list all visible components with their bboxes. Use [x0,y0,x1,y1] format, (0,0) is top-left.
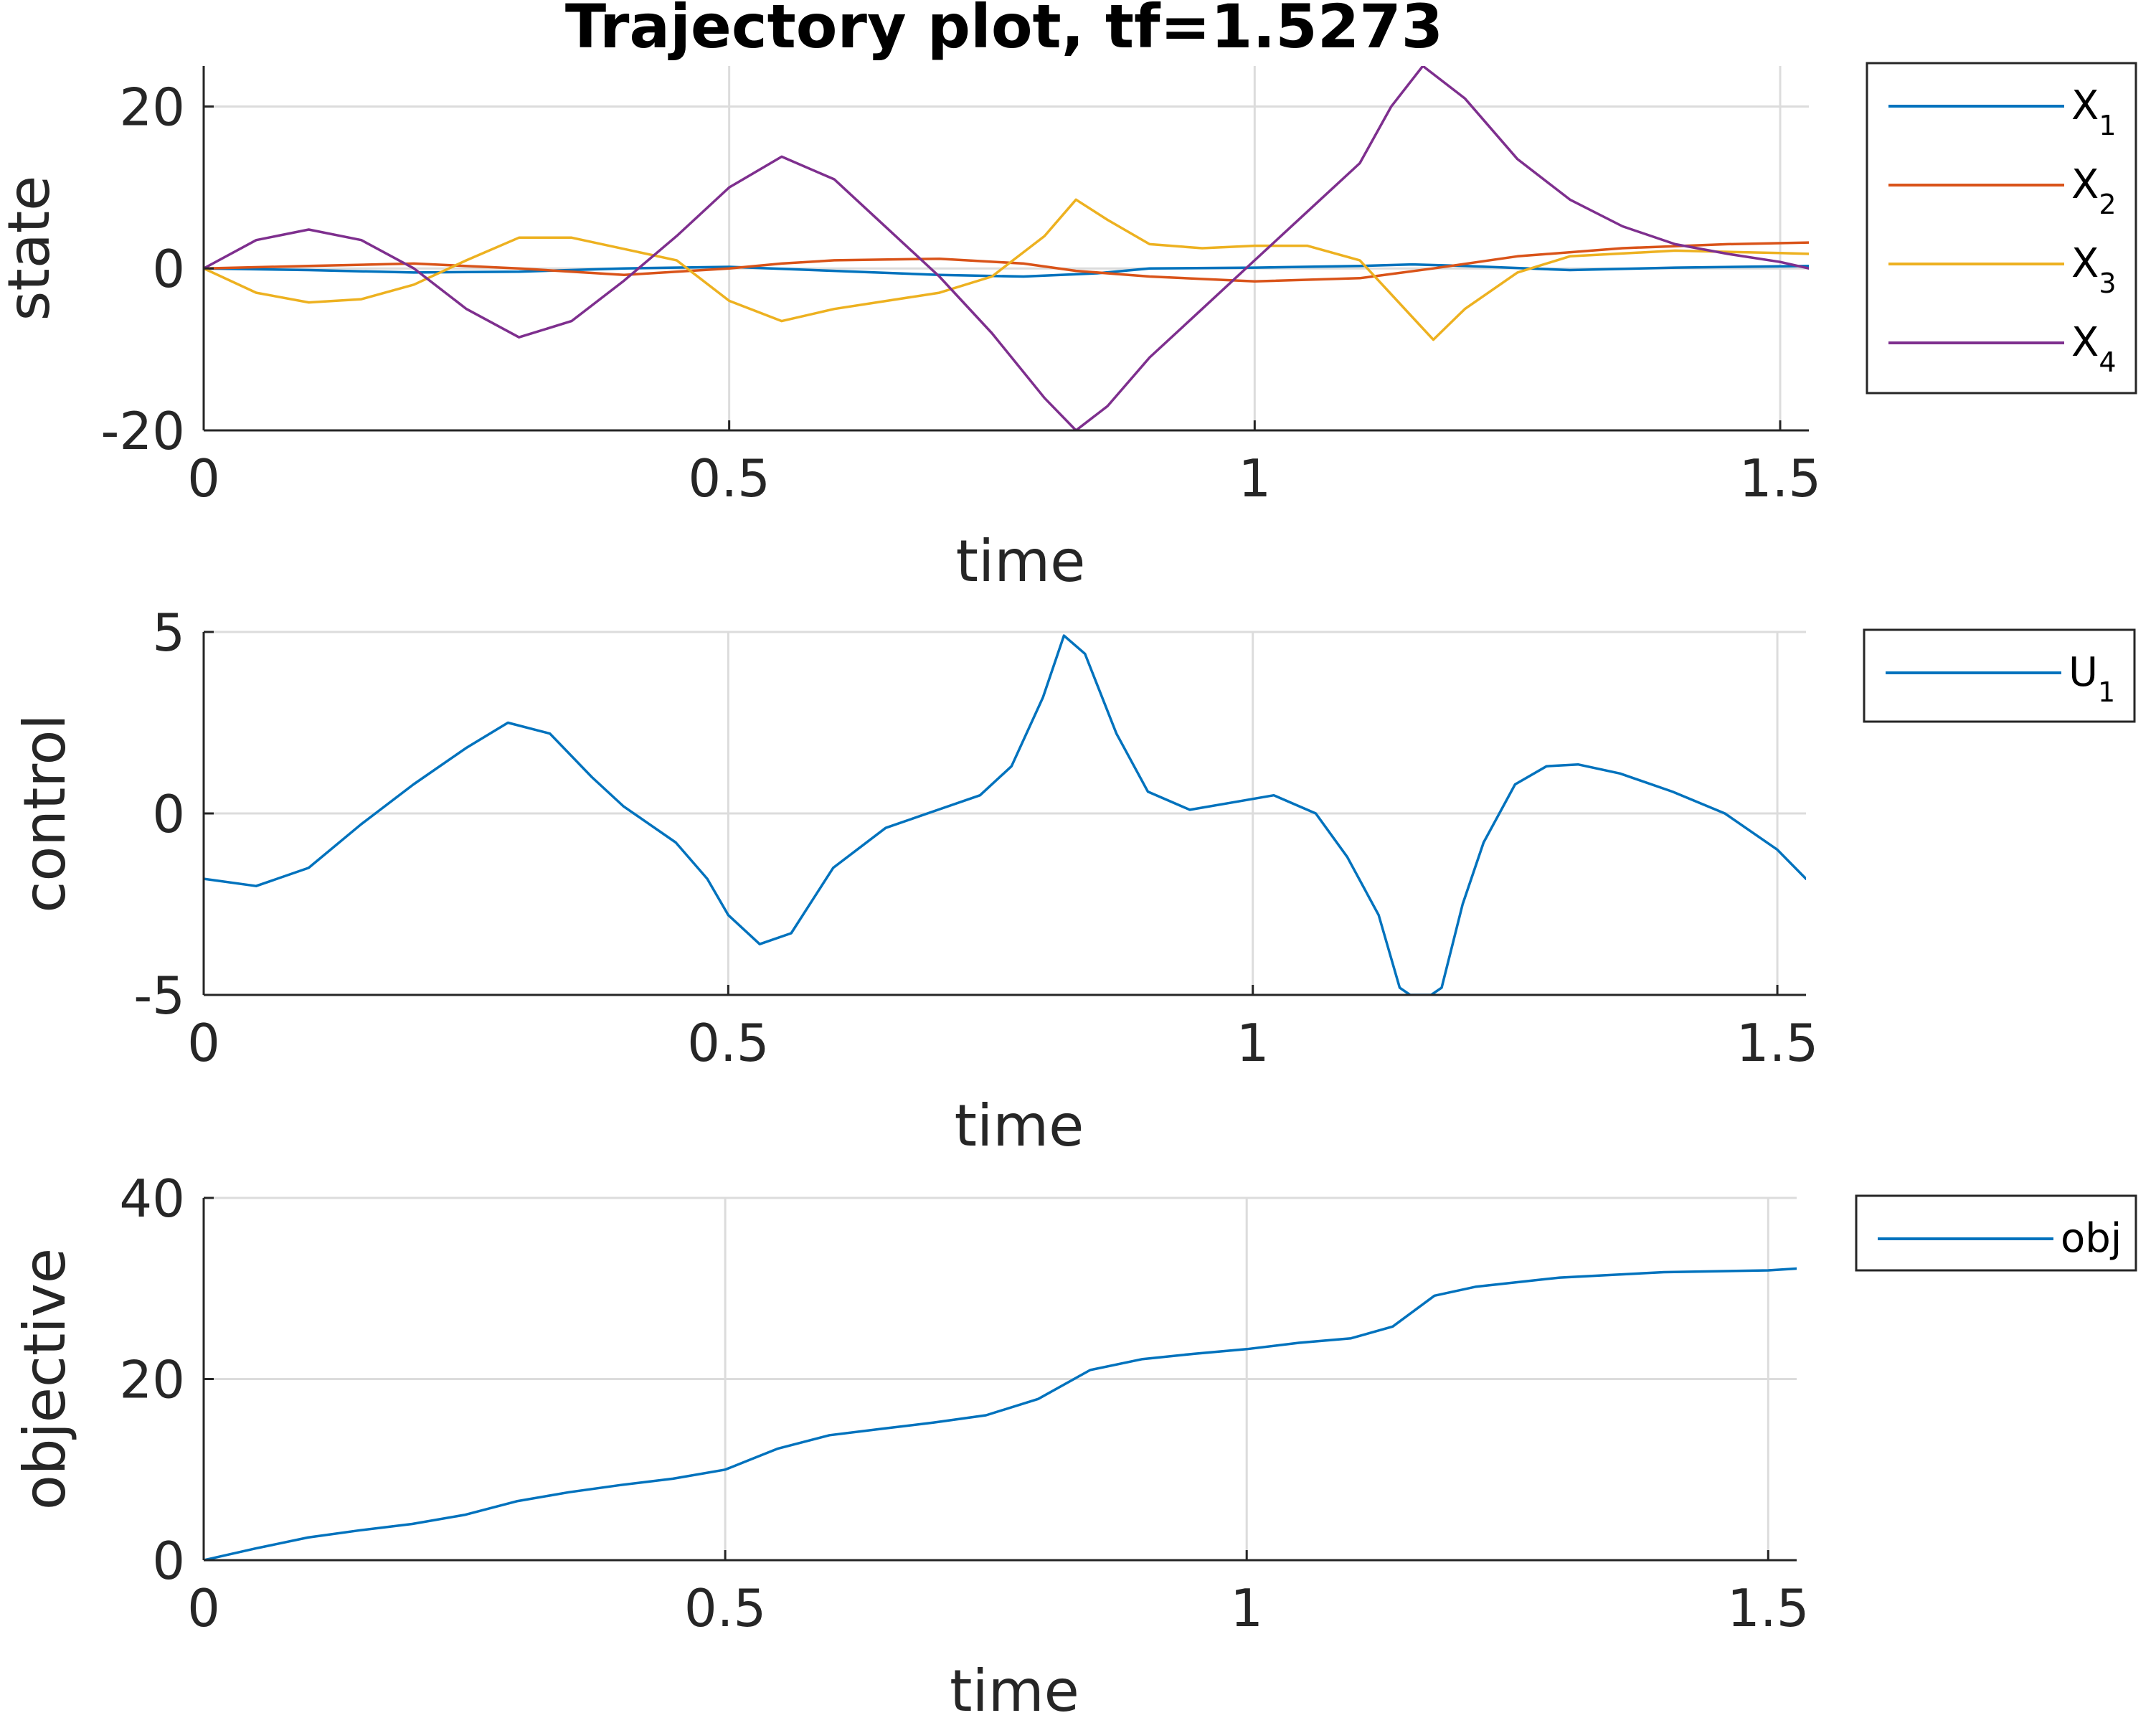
x-tick-label: 1.5 [1739,448,1822,509]
series-line-obj [204,1267,1797,1560]
y-tick-label: 20 [119,77,185,137]
y-tick-label: -20 [100,401,185,461]
x-tick-label: 1 [1230,1578,1263,1638]
y-tick-label: -5 [133,966,185,1026]
x-tick-label: 1 [1237,1013,1270,1073]
series-line-x2 [204,241,1809,283]
y-axis-label: state [0,176,62,321]
y-axis-label: objective [11,1248,78,1510]
x-tick-label: 0.5 [687,1013,770,1073]
series-line-u1 [204,634,1806,995]
series-line-x4 [204,66,1809,430]
x-tick-label: 0 [187,1578,220,1638]
legend-box [1863,628,2136,723]
y-tick-label: 20 [119,1350,185,1410]
x-tick-label: 0.5 [688,448,770,509]
x-tick-label: 0 [187,1013,220,1073]
y-axis-label: control [11,714,78,912]
figure-title: Trajectory plot, tf=1.5273 [565,0,1443,62]
x-tick-label: 1 [1238,448,1271,509]
x-axis-label: time [955,1092,1084,1159]
panel-objective: 0 0.5 1 1.5 0 20 40 time objective obj [11,1169,2137,1723]
y-tick-label: 0 [152,784,185,844]
x-tick-label: 0.5 [684,1578,767,1638]
series-line-x3 [204,198,1809,341]
x-axis-label: time [950,1658,1079,1723]
y-tick-label: 40 [119,1169,185,1229]
x-tick-label: 1.5 [1727,1578,1810,1638]
y-tick-label: 5 [152,603,185,663]
legend-entry-obj: obj [1878,1215,2122,1262]
x-tick-label: 0 [187,448,220,509]
y-tick-label: 0 [152,1531,185,1591]
legend-box [1855,1194,2137,1272]
series-line-x1 [204,263,1809,278]
legend: U1 [1863,628,2136,723]
x-tick-label: 1.5 [1736,1013,1819,1073]
x-axis-label: time [956,528,1086,595]
y-tick-label: 0 [152,239,185,299]
legend-label: obj [2061,1215,2122,1262]
legend-box [1866,62,2137,395]
legend: obj [1855,1194,2137,1272]
